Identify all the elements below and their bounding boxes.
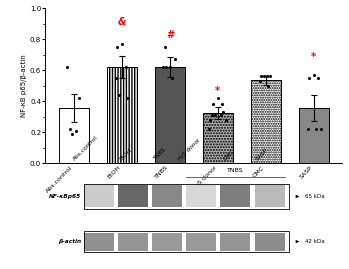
Bar — [299, 108, 328, 163]
Point — [318, 127, 324, 131]
Point — [315, 76, 321, 80]
Text: EtOH: EtOH — [119, 147, 133, 161]
Bar — [118, 233, 148, 251]
Text: SASP: SASP — [255, 147, 269, 161]
Point — [258, 74, 263, 79]
Point — [210, 102, 216, 107]
Point — [218, 113, 223, 117]
Bar — [152, 233, 182, 251]
Point — [73, 129, 79, 133]
Point — [160, 65, 165, 69]
Y-axis label: NF-κB p65/β-actin: NF-κB p65/β-actin — [21, 54, 27, 117]
Point — [215, 96, 221, 100]
Point — [123, 65, 128, 69]
Point — [313, 127, 319, 131]
Point — [76, 96, 81, 100]
Text: #: # — [166, 30, 173, 40]
Point — [212, 113, 217, 117]
Text: *: * — [215, 86, 220, 96]
Bar — [84, 185, 114, 207]
Point — [305, 127, 311, 131]
Text: β-actin: β-actin — [58, 239, 81, 244]
Point — [221, 110, 226, 114]
Bar — [203, 113, 232, 163]
Bar — [221, 185, 251, 207]
Text: 42 kDa: 42 kDa — [305, 239, 325, 244]
Text: NF-κBp65: NF-κBp65 — [49, 194, 81, 199]
Bar — [254, 233, 284, 251]
Text: 65 kDa: 65 kDa — [305, 194, 325, 199]
Point — [169, 76, 175, 80]
Point — [167, 65, 172, 69]
Point — [264, 74, 270, 79]
Bar — [107, 67, 136, 163]
Text: H₂S donor: H₂S donor — [177, 137, 201, 161]
Bar — [251, 80, 281, 163]
Point — [219, 102, 225, 107]
Point — [69, 132, 75, 136]
Bar — [84, 233, 114, 251]
Point — [206, 127, 212, 131]
Point — [125, 96, 130, 100]
Point — [162, 45, 168, 49]
Point — [223, 118, 229, 122]
Point — [268, 74, 273, 79]
Text: TNBS: TNBS — [153, 147, 167, 161]
Bar — [186, 185, 216, 207]
Point — [257, 79, 263, 83]
Point — [311, 73, 317, 77]
Text: *: * — [311, 52, 316, 62]
Text: CMC: CMC — [222, 148, 236, 161]
Point — [114, 45, 120, 49]
Point — [172, 57, 177, 62]
Point — [113, 76, 119, 80]
Bar — [152, 185, 182, 207]
Point — [119, 42, 125, 46]
Point — [261, 74, 267, 79]
Bar — [221, 233, 251, 251]
Bar — [118, 185, 148, 207]
Text: &: & — [118, 17, 126, 27]
Bar — [84, 184, 289, 209]
Point — [209, 113, 215, 117]
Point — [117, 93, 122, 97]
Bar — [59, 108, 89, 163]
Point — [207, 118, 212, 122]
Point — [64, 65, 70, 69]
Point — [163, 65, 169, 69]
Point — [306, 76, 312, 80]
Bar — [155, 67, 185, 163]
Bar — [254, 185, 284, 207]
Bar — [84, 231, 289, 252]
Bar — [186, 233, 216, 251]
Text: Abs.control: Abs.control — [72, 134, 99, 161]
Point — [265, 84, 271, 88]
Point — [67, 127, 73, 131]
Text: TNBS: TNBS — [227, 168, 244, 173]
